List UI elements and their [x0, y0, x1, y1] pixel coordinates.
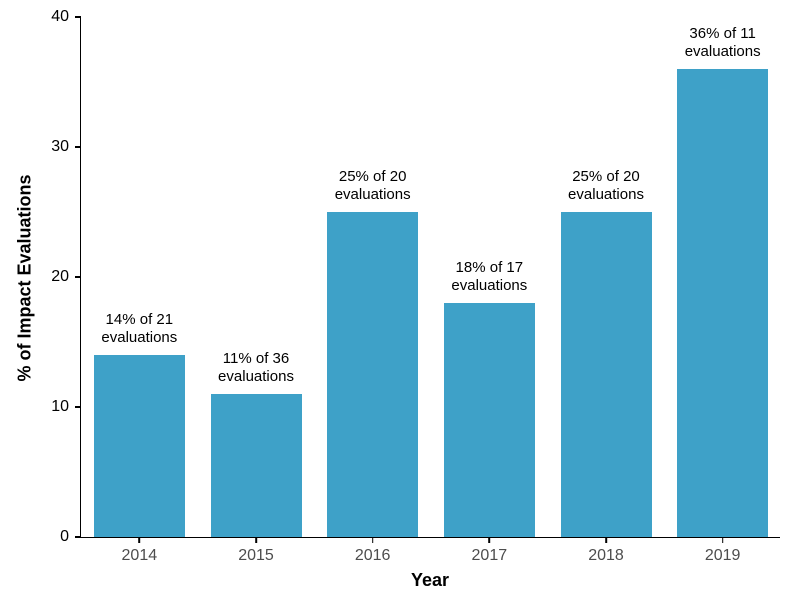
- y-tick: 0: [60, 528, 81, 546]
- bar: [444, 303, 535, 537]
- bar-label-bottom: evaluations: [218, 368, 294, 385]
- plot-area: 010203040201414% of 21evaluations201511%…: [80, 18, 780, 538]
- x-tick: 2015: [238, 537, 274, 565]
- x-tick-label: 2018: [588, 543, 624, 565]
- bar-label-bottom: evaluations: [335, 186, 411, 203]
- bar-label-bottom: evaluations: [451, 277, 527, 294]
- y-tick-mark: [75, 276, 81, 278]
- bar-label-bottom: evaluations: [568, 186, 644, 203]
- y-axis-title: % of Impact Evaluations: [15, 174, 36, 381]
- y-tick-label: 10: [51, 398, 73, 416]
- bar-label: 14% of 21evaluations: [101, 311, 177, 349]
- x-tick: 2014: [122, 537, 158, 565]
- x-tick: 2019: [705, 537, 741, 565]
- x-tick-label: 2017: [472, 543, 508, 565]
- y-tick: 20: [51, 268, 81, 286]
- x-tick: 2018: [588, 537, 624, 565]
- x-tick-label: 2016: [355, 543, 391, 565]
- x-tick: 2017: [472, 537, 508, 565]
- y-tick: 40: [51, 8, 81, 26]
- x-tick: 2016: [355, 537, 391, 565]
- x-tick-label: 2019: [705, 543, 741, 565]
- bar-label: 11% of 36evaluations: [218, 350, 294, 388]
- y-tick-mark: [75, 16, 81, 18]
- y-tick-label: 0: [60, 528, 73, 546]
- bar: [94, 355, 185, 537]
- bar-label-top: 14% of 21: [106, 311, 174, 328]
- bar-label-top: 11% of 36: [223, 350, 289, 367]
- bar: [327, 212, 418, 537]
- bar-label: 36% of 11evaluations: [685, 25, 761, 63]
- bar-label-bottom: evaluations: [685, 43, 761, 60]
- bar: [561, 212, 652, 537]
- y-tick: 10: [51, 398, 81, 416]
- bar-label-top: 36% of 11: [689, 25, 755, 42]
- bar-label-bottom: evaluations: [101, 329, 177, 346]
- y-tick-mark: [75, 406, 81, 408]
- bar: [677, 69, 768, 537]
- y-tick-label: 30: [51, 138, 73, 156]
- y-tick-label: 40: [51, 8, 73, 26]
- bar-label-top: 18% of 17: [456, 259, 524, 276]
- x-tick-label: 2015: [238, 543, 274, 565]
- bar: [211, 394, 302, 537]
- bar-label: 18% of 17evaluations: [451, 259, 527, 297]
- x-tick-label: 2014: [122, 543, 158, 565]
- bar-label: 25% of 20evaluations: [568, 168, 644, 206]
- bar-label: 25% of 20evaluations: [335, 168, 411, 206]
- y-tick-mark: [75, 146, 81, 148]
- y-tick-label: 20: [51, 268, 73, 286]
- impact-evaluations-chart: 010203040201414% of 21evaluations201511%…: [0, 0, 800, 600]
- y-tick: 30: [51, 138, 81, 156]
- bar-label-top: 25% of 20: [572, 168, 640, 185]
- x-axis-title: Year: [411, 570, 449, 591]
- y-tick-mark: [75, 536, 81, 538]
- bar-label-top: 25% of 20: [339, 168, 407, 185]
